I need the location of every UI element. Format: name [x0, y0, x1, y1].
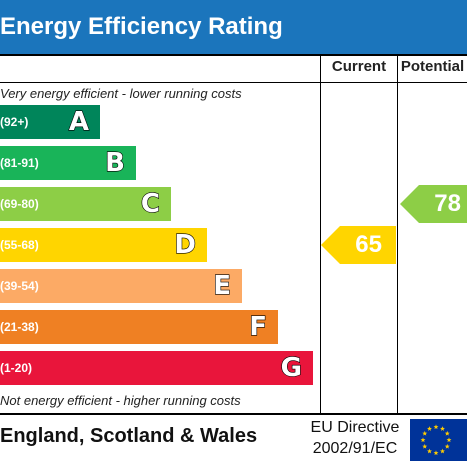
current-arrow-shape [321, 226, 396, 264]
potential-column-header: Potential [400, 58, 465, 75]
footer-top-line [0, 413, 467, 415]
current-column-header: Current [331, 58, 387, 75]
band-f-letter: F [249, 311, 268, 342]
band-e-range: (39-54) [0, 279, 39, 293]
current-column-left-line [320, 54, 321, 415]
top-caption: Very energy efficient - lower running co… [0, 86, 242, 101]
eu-star-icon [433, 450, 439, 456]
current-rating-arrow: 65 [321, 226, 396, 264]
band-c-range: (69-80) [0, 197, 39, 211]
band-c-letter: C [140, 188, 160, 219]
directive-line-1: EU Directive [310, 419, 400, 436]
band-e: (39-54) E [0, 269, 242, 303]
bottom-caption: Not energy efficient - higher running co… [0, 393, 241, 408]
eu-flag-icon [410, 419, 467, 461]
band-g-range: (1-20) [0, 361, 33, 375]
band-a-letter: A [68, 106, 89, 137]
title-bar: Energy Efficiency Rating [0, 0, 467, 54]
band-f: (21-38) F [0, 310, 278, 344]
eu-star-icon [444, 443, 450, 449]
band-a: (92+) A [0, 105, 100, 139]
eu-star-icon [427, 448, 432, 454]
band-g-letter: G [280, 352, 303, 383]
band-a-range: (92+) [0, 115, 29, 129]
eu-star-icon [427, 426, 432, 431]
eu-star-icon [446, 437, 452, 443]
band-c: (69-80) C [0, 187, 171, 221]
band-b-letter: B [105, 147, 126, 178]
eu-star-icon [440, 426, 445, 431]
band-e-letter: E [213, 270, 232, 301]
header-top-line [0, 54, 467, 56]
current-column-right-line [397, 54, 398, 415]
potential-arrow-shape [400, 185, 467, 223]
footer-country-label: England, Scotland & Wales [0, 425, 258, 447]
band-d-letter: D [174, 229, 197, 260]
current-rating-value: 65 [355, 231, 382, 258]
eu-star-icon [433, 424, 439, 430]
band-b-range: (81-91) [0, 156, 39, 170]
chart-title: Energy Efficiency Rating [0, 13, 283, 40]
eu-star-icon [420, 437, 426, 443]
eu-star-icon [440, 448, 445, 454]
header-bottom-line [0, 82, 467, 83]
band-b: (81-91) B [0, 146, 136, 180]
band-g: (1-20) G [0, 351, 313, 385]
eu-star-icon [422, 430, 428, 436]
band-d: (55-68) D [0, 228, 207, 262]
eu-star-icon [422, 443, 428, 449]
directive-line-2: 2002/91/EC [312, 440, 398, 457]
band-d-range: (55-68) [0, 238, 39, 252]
band-f-range: (21-38) [0, 320, 39, 334]
potential-rating-value: 78 [434, 190, 461, 217]
potential-rating-arrow: 78 [400, 185, 467, 223]
eu-star-icon [444, 430, 450, 436]
